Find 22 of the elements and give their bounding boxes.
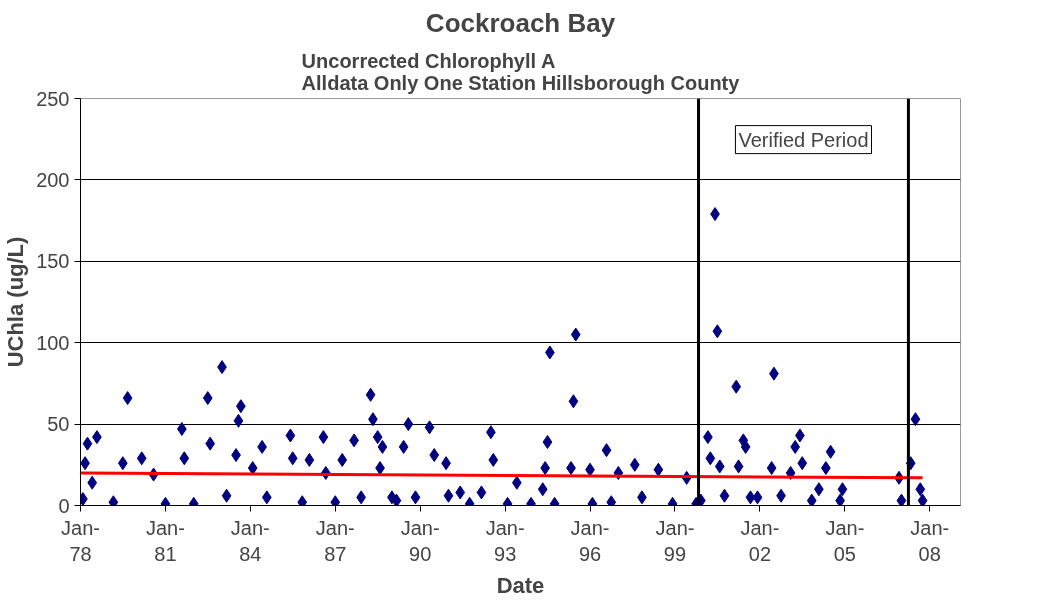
x-tick-label: Jan-78: [61, 516, 100, 565]
x-tick-label: Jan-81: [145, 516, 185, 565]
x-tick-label: Jan-96: [570, 516, 610, 565]
y-axis-title: UChla (ug/L): [3, 236, 29, 368]
y-tick-label: 200: [36, 168, 70, 191]
y-tick-label: 250: [36, 87, 70, 110]
x-tick-label: Jan-93: [485, 516, 525, 565]
chart-subtitle: Uncorrected Chlorophyll A Alldata Only One Station Hillsborough County: [301, 49, 741, 94]
x-axis-title: Date: [496, 572, 545, 598]
y-tick-label: 50: [47, 413, 70, 436]
y-tick-label: 0: [58, 494, 70, 517]
y-tick-label: 150: [36, 250, 70, 273]
x-tick-label: Jan-08: [910, 516, 950, 565]
x-tick-label: Jan-90: [400, 516, 440, 565]
x-tick-label: Jan-05: [825, 516, 865, 565]
x-tick-label: Jan-99: [655, 516, 695, 565]
x-tick-label: Jan-02: [740, 516, 780, 565]
x-tick-label: Jan-84: [230, 516, 270, 565]
annotation: Verified Period: [738, 128, 869, 151]
y-tick-label: 100: [36, 331, 70, 354]
x-tick-label: Jan-87: [315, 516, 355, 565]
chart-title: Cockroach Bay: [425, 7, 616, 38]
